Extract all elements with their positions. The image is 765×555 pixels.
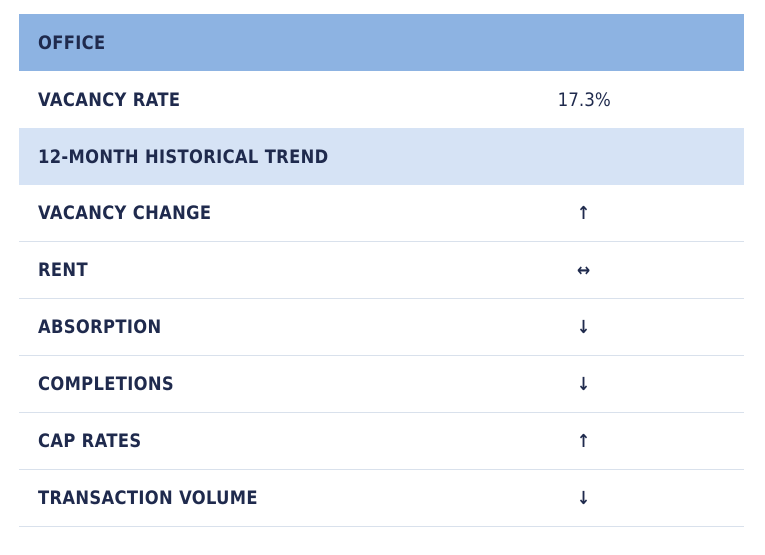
vacancy-rate-value: 17.3%	[557, 88, 611, 111]
row-label: RENT	[38, 259, 88, 281]
down-arrow-icon: ↓	[577, 316, 591, 338]
row-label: VACANCY CHANGE	[38, 202, 212, 224]
trend-header-row: 12-MONTH HISTORICAL TREND	[19, 128, 744, 185]
table-header-row: OFFICE	[19, 14, 744, 71]
left-right-arrow-icon: ↔	[577, 259, 591, 281]
row-label: TRANSACTION VOLUME	[38, 487, 258, 509]
table-row: COMPLETIONS ↓	[19, 356, 744, 413]
vacancy-rate-label: VACANCY RATE	[38, 88, 181, 111]
table-row: TRANSACTION VOLUME ↓	[19, 470, 744, 527]
table-row: RENT ↔	[19, 242, 744, 299]
table-row: ABSORPTION ↓	[19, 299, 744, 356]
down-arrow-icon: ↓	[577, 487, 591, 509]
section-title: OFFICE	[38, 31, 106, 54]
vacancy-rate-row: VACANCY RATE 17.3%	[19, 71, 744, 128]
row-label: COMPLETIONS	[38, 373, 175, 395]
up-arrow-icon: ↑	[577, 202, 591, 224]
office-market-table: OFFICE VACANCY RATE 17.3% 12-MONTH HISTO…	[19, 14, 744, 527]
table-row: CAP RATES ↑	[19, 413, 744, 470]
table-row: VACANCY CHANGE ↑	[19, 185, 744, 242]
up-arrow-icon: ↑	[577, 430, 591, 452]
down-arrow-icon: ↓	[577, 373, 591, 395]
row-label: CAP RATES	[38, 430, 142, 452]
trend-header-label: 12-MONTH HISTORICAL TREND	[38, 145, 329, 168]
row-label: ABSORPTION	[38, 316, 162, 338]
